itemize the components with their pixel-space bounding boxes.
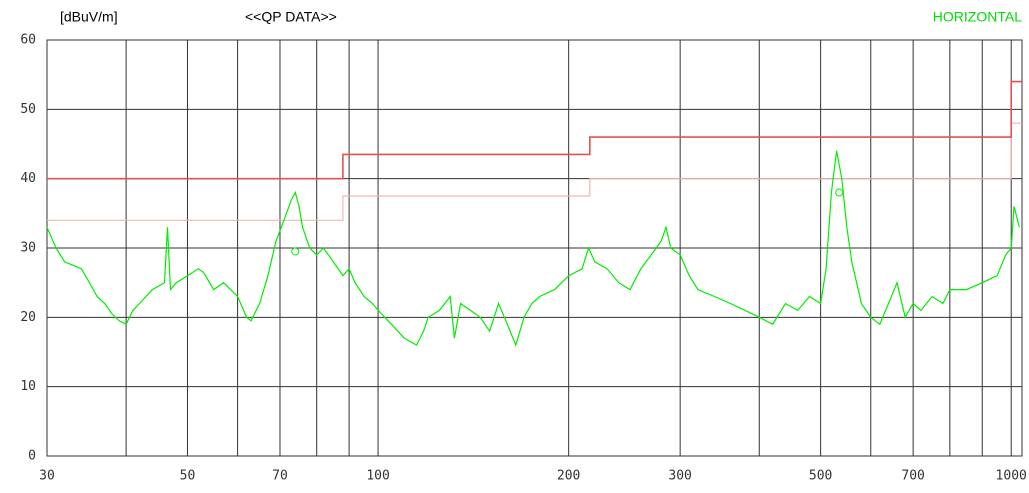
x-tick-label: 30 — [39, 469, 55, 484]
x-tick-label: 500 — [809, 469, 832, 484]
y-tick-label: 40 — [20, 171, 36, 186]
x-tick-label: 70 — [272, 469, 288, 484]
x-tick-label: 50 — [180, 469, 196, 484]
y-tick-label: 0 — [28, 449, 36, 464]
x-tick-label: 300 — [668, 469, 691, 484]
x-tick-label: 100 — [366, 469, 389, 484]
annotation: HORIZONTAL — [933, 9, 1022, 25]
chart-title: <<QP DATA>> — [245, 9, 337, 25]
series-line — [47, 80, 1022, 180]
y-tick-label: 20 — [20, 310, 36, 325]
qp-marker — [835, 188, 844, 197]
y-tick-label: 30 — [20, 241, 36, 256]
y-axis-label: [dBuV/m] — [60, 9, 118, 25]
y-tick-label: 10 — [20, 379, 36, 394]
series-line — [46, 150, 1020, 347]
x-tick-label: 200 — [557, 469, 580, 484]
y-tick-label: 50 — [20, 102, 36, 117]
x-tick-label: 700 — [901, 469, 924, 484]
qp-marker — [291, 247, 300, 256]
y-tick-label: 60 — [20, 33, 36, 48]
x-tick-label: 1000 — [996, 469, 1027, 484]
